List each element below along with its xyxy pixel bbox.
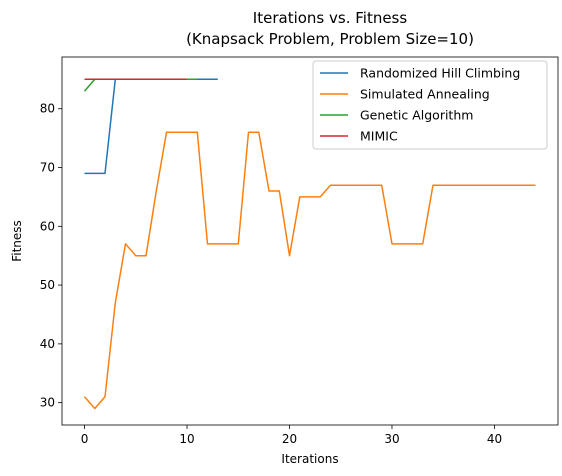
chart-title: Iterations vs. Fitness [253, 9, 408, 27]
x-tick-label: 30 [384, 432, 399, 446]
series-line-randomized-hill-climbing [84, 78, 218, 175]
y-axis-label: Fitness [10, 220, 24, 262]
chart-subtitle: (Knapsack Problem, Problem Size=10) [186, 30, 474, 48]
series-line-genetic-algorithm [83, 78, 198, 92]
legend-box [312, 60, 548, 150]
y-axis-ticks: 30 40 50 60 70 80 [40, 102, 62, 410]
x-tick-label: 10 [179, 432, 194, 446]
y-tick-label: 30 [40, 396, 55, 410]
y-tick-label: 60 [40, 219, 55, 233]
x-tick-label: 40 [487, 432, 502, 446]
plot-frame [61, 56, 559, 426]
legend: Randomized Hill Climbing Simulated Anneal… [312, 60, 548, 150]
legend-label: Genetic Algorithm [360, 108, 473, 123]
y-tick-label: 80 [40, 102, 55, 116]
x-tick-label: 0 [81, 432, 89, 446]
x-axis-ticks: 0 10 20 30 40 [81, 425, 502, 446]
x-axis-label: Iterations [281, 452, 338, 466]
y-tick-label: 40 [40, 337, 55, 351]
plot-series [83, 78, 536, 410]
legend-label: Simulated Annealing [360, 87, 490, 102]
legend-label: MIMIC [360, 129, 398, 144]
legend-label: Randomized Hill Climbing [360, 66, 520, 81]
y-tick-label: 50 [40, 278, 55, 292]
x-tick-label: 20 [282, 432, 297, 446]
series-line-simulated-annealing [83, 131, 536, 410]
y-tick-label: 70 [40, 161, 55, 175]
